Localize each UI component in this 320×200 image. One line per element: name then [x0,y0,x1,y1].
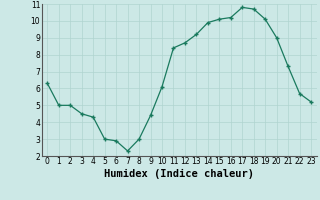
X-axis label: Humidex (Indice chaleur): Humidex (Indice chaleur) [104,169,254,179]
